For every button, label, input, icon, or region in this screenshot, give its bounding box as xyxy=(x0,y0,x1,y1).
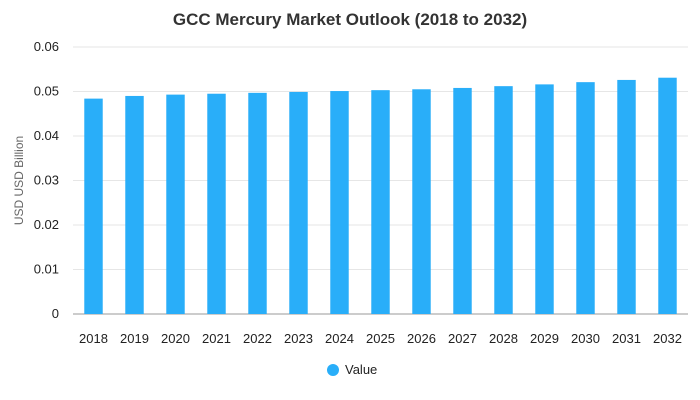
x-tick-label: 2022 xyxy=(243,331,272,346)
bar xyxy=(125,95,144,314)
bar xyxy=(248,92,267,315)
x-axis: 2018 2019 2020 2021 2022 2023 2024 2025 2026 2027… xyxy=(79,331,682,346)
x-tick-label: 2023 xyxy=(284,331,313,346)
x-tick-label: 2028 xyxy=(489,331,518,346)
bar xyxy=(412,89,431,315)
x-tick-label: 2021 xyxy=(202,331,231,346)
bar xyxy=(658,77,677,314)
x-tick-label: 2032 xyxy=(653,331,682,346)
legend: Value xyxy=(327,362,377,377)
bars xyxy=(84,77,677,315)
bar xyxy=(166,94,185,315)
y-tick-label: 0.06 xyxy=(34,39,59,54)
bar xyxy=(84,98,103,315)
bar xyxy=(617,79,636,315)
y-axis-label: USD USD Billion xyxy=(12,136,26,225)
y-tick-label: 0.03 xyxy=(34,173,59,188)
x-tick-label: 2024 xyxy=(325,331,354,346)
y-tick-label: 0.01 xyxy=(34,262,59,277)
bar xyxy=(289,91,308,314)
x-tick-label: 2020 xyxy=(161,331,190,346)
bar xyxy=(330,91,349,315)
x-tick-label: 2031 xyxy=(612,331,641,346)
y-tick-label: 0.05 xyxy=(34,84,59,99)
x-tick-label: 2029 xyxy=(530,331,559,346)
bar xyxy=(207,93,226,314)
y-tick-label: 0 xyxy=(52,306,59,321)
chart-title: GCC Mercury Market Outlook (2018 to 2032… xyxy=(173,10,527,29)
x-tick-label: 2026 xyxy=(407,331,436,346)
x-tick-label: 2018 xyxy=(79,331,108,346)
bar xyxy=(535,84,554,314)
bar xyxy=(494,86,513,314)
legend-label: Value xyxy=(345,362,377,377)
y-tick-label: 0.02 xyxy=(34,217,59,232)
y-tick-label: 0.04 xyxy=(34,128,59,143)
y-axis: 0 0.01 0.02 0.03 0.04 0.05 0.06 xyxy=(34,39,59,321)
bar xyxy=(371,90,390,314)
legend-marker xyxy=(327,364,339,376)
bar xyxy=(453,87,472,314)
x-tick-label: 2030 xyxy=(571,331,600,346)
x-tick-label: 2025 xyxy=(366,331,395,346)
x-tick-label: 2027 xyxy=(448,331,477,346)
bar xyxy=(576,82,595,314)
x-tick-label: 2019 xyxy=(120,331,149,346)
